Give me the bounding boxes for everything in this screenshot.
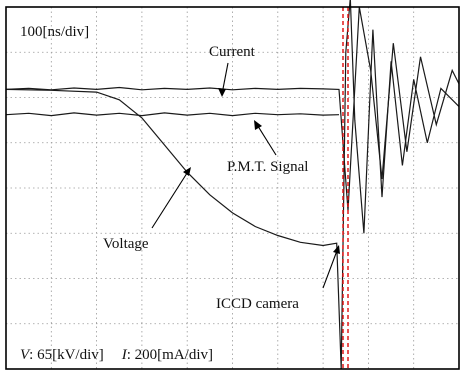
current-label: Current <box>209 44 256 60</box>
iccd-camera-label: ICCD camera <box>216 296 299 312</box>
voltage-scale-symbol: V <box>20 347 31 363</box>
scale-footer: V: 65[kV/div] I: 200[mA/div] <box>20 347 213 363</box>
voltage-label: Voltage <box>103 236 149 252</box>
scope-frame <box>5 6 460 370</box>
voltage-scale-value: : 65[kV/div] <box>29 347 104 363</box>
current-scale-symbol: I <box>121 347 128 363</box>
trace-voltage <box>5 0 460 370</box>
pmt-signal-label: P.M.T. Signal <box>227 159 308 175</box>
trace-p-m-t-signal <box>5 112 340 117</box>
trace-current <box>5 6 460 211</box>
timebase-label: 100[ns/div] <box>20 24 89 40</box>
current-scale-value: : 200[mA/div] <box>127 347 213 363</box>
grid <box>6 7 459 369</box>
annotation-arrows <box>151 62 340 289</box>
traces <box>5 0 460 370</box>
iccd-marker <box>342 7 349 369</box>
